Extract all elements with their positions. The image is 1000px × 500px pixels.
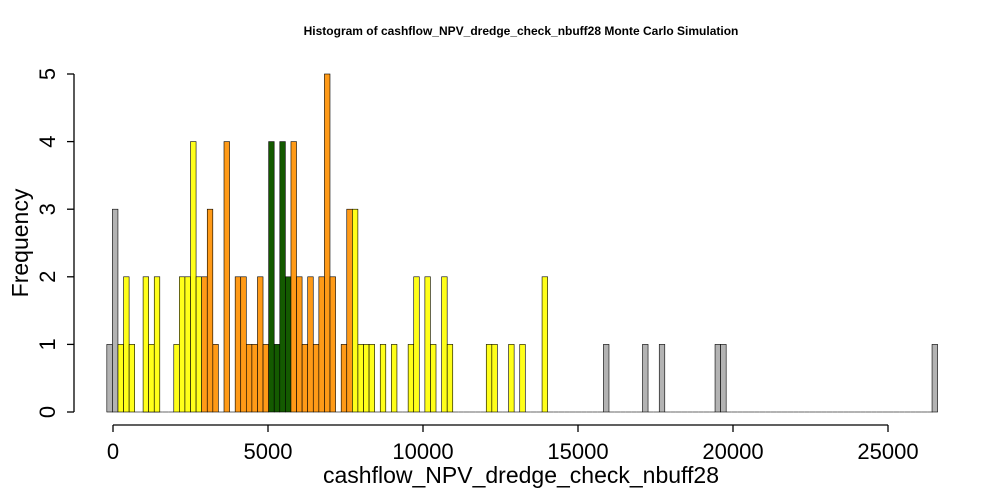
- histogram-bar: [112, 208, 119, 413]
- histogram-bar: [368, 344, 375, 413]
- histogram-bar: [184, 276, 191, 413]
- histogram-bar: [352, 208, 359, 413]
- histogram-bar: [195, 276, 202, 413]
- y-axis-label: Frequency: [7, 188, 33, 297]
- x-tick-label: 15000: [547, 439, 608, 464]
- histogram-bars: [106, 73, 938, 413]
- histogram-bar: [273, 344, 281, 413]
- histogram-bar: [541, 276, 548, 413]
- histogram-bar: [179, 276, 186, 413]
- histogram-bar: [257, 276, 264, 413]
- y-tick-label: 4: [35, 135, 60, 147]
- x-axis: 0 5000 10000 15000 20000 25000: [107, 424, 919, 464]
- histogram-bar: [441, 276, 448, 413]
- histogram-bar: [312, 344, 320, 413]
- histogram-bar: [128, 344, 135, 413]
- histogram-bar: [246, 344, 253, 413]
- histogram-bar: [190, 141, 197, 413]
- y-axis: 0 1 2 3 4 5: [35, 68, 75, 418]
- histogram-bar: [407, 344, 414, 413]
- histogram-bar: [430, 344, 437, 413]
- histogram-bar: [340, 344, 348, 413]
- histogram-bar: [142, 276, 149, 413]
- histogram-bar: [206, 208, 214, 413]
- histogram-bar: [285, 276, 292, 413]
- histogram-bar: [123, 276, 130, 413]
- histogram-bar: [446, 344, 454, 413]
- histogram-bar: [223, 141, 230, 413]
- histogram-bar: [212, 344, 219, 413]
- y-tick-label: 3: [35, 203, 60, 215]
- histogram-bar: [240, 276, 247, 413]
- histogram-bar: [642, 344, 649, 413]
- histogram-bar: [357, 344, 364, 413]
- histogram-bar: [391, 344, 398, 413]
- histogram-bar: [424, 276, 431, 413]
- histogram-bar: [296, 276, 303, 413]
- histogram-bar: [603, 344, 610, 413]
- x-tick-label: 25000: [857, 439, 918, 464]
- histogram-bar: [491, 344, 498, 413]
- histogram-bar: [508, 344, 515, 413]
- histogram-bar: [307, 276, 314, 413]
- histogram-bar: [268, 141, 275, 413]
- x-tick-label: 10000: [392, 439, 453, 464]
- chart-title: Histogram of cashflow_NPV_dredge_check_n…: [304, 24, 739, 38]
- histogram-bar: [931, 344, 938, 413]
- histogram-bar: [153, 276, 161, 413]
- x-tick-label: 0: [107, 439, 119, 464]
- y-tick-label: 0: [35, 406, 60, 418]
- x-axis-label: cashflow_NPV_dredge_check_nbuff28: [323, 462, 719, 488]
- y-tick-label: 1: [35, 338, 60, 350]
- histogram-bar: [301, 344, 308, 413]
- histogram-bar: [201, 276, 208, 413]
- y-tick-label: 5: [35, 68, 60, 80]
- histogram-bar: [658, 344, 666, 413]
- histogram-bar: [117, 344, 124, 413]
- histogram-bar: [379, 344, 387, 413]
- histogram-bar: [173, 344, 180, 413]
- histogram-bar: [262, 344, 269, 413]
- histogram-bar: [290, 141, 297, 413]
- x-tick-label: 5000: [244, 439, 293, 464]
- histogram-bar: [234, 276, 242, 413]
- histogram-bar: [346, 208, 353, 413]
- histogram-bar: [363, 344, 370, 413]
- histogram-bar: [279, 141, 286, 413]
- histogram-bar: [251, 344, 258, 413]
- histogram-bar: [413, 276, 420, 413]
- histogram-bar: [714, 344, 721, 413]
- histogram-bar: [324, 73, 331, 413]
- histogram-bar: [720, 344, 727, 413]
- y-tick-label: 2: [35, 271, 60, 283]
- histogram-bar: [329, 276, 336, 413]
- x-tick-label: 20000: [702, 439, 763, 464]
- histogram-bar: [318, 276, 325, 413]
- histogram-bar: [148, 344, 155, 413]
- histogram-bar: [519, 344, 526, 413]
- histogram-bar: [106, 344, 113, 413]
- histogram-bar: [485, 344, 493, 413]
